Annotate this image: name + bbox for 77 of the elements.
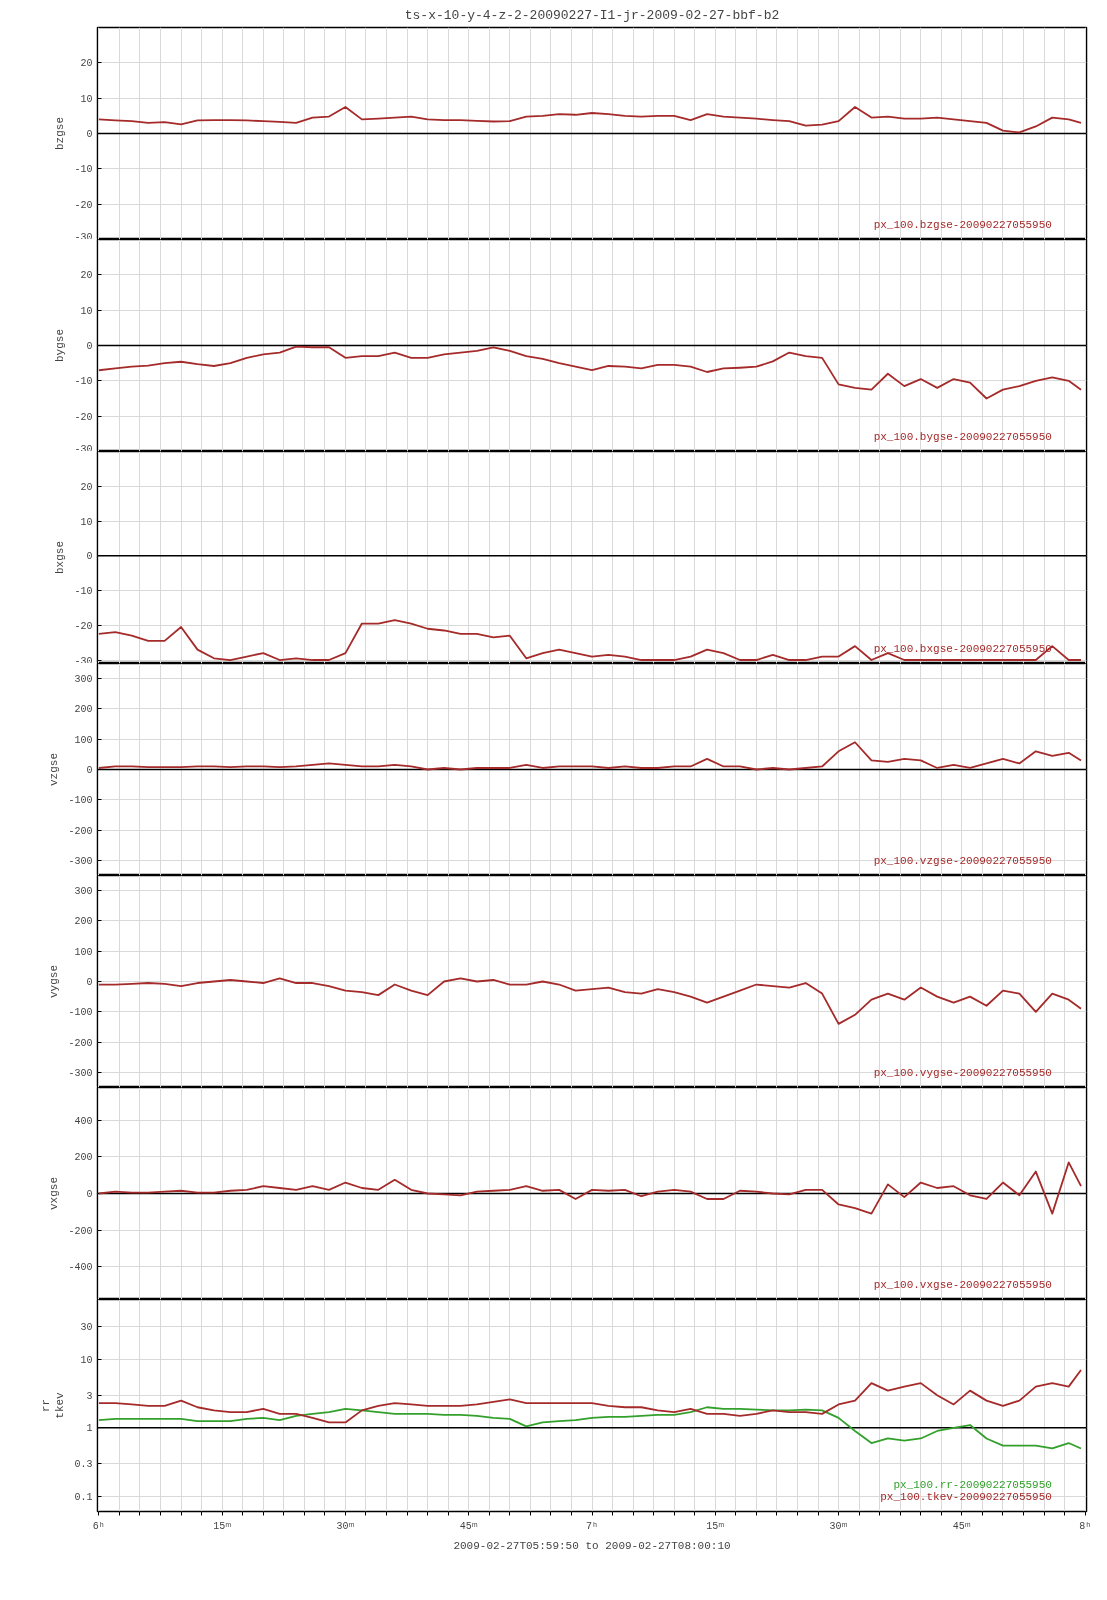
text: px_100.vxgse-20090227055950	[873, 1279, 1052, 1292]
x-tick-label: 6ʰ	[92, 1520, 105, 1532]
y-tick-label: 200	[74, 916, 93, 928]
y-tick-label: 300	[74, 674, 93, 686]
x-tick-label: 15ᵐ	[213, 1520, 232, 1532]
y-tick-label: 0	[86, 977, 93, 988]
line-series	[97, 977, 1082, 1025]
y-tick-label: 20	[80, 58, 93, 70]
y-tick-label: 0.1	[74, 1491, 93, 1503]
y-tick-label: 200	[74, 704, 93, 716]
text: px_100.vzgse-20090227055950	[873, 855, 1052, 868]
text: px_100.rr-20090227055950	[893, 1479, 1052, 1492]
y-tick-label: 30	[80, 1322, 93, 1334]
text: px_100.vygse-20090227055950	[873, 1067, 1052, 1080]
y-tick-label: 10	[80, 93, 93, 105]
line-series	[97, 741, 1082, 771]
x-tick-label: 45ᵐ	[952, 1520, 971, 1532]
y-axis-title: bygse	[54, 328, 67, 362]
y-tick-label: -100	[68, 795, 93, 807]
y-tick-label: 10	[80, 516, 93, 528]
y-tick-label: -20	[74, 620, 93, 632]
line-series	[97, 345, 1082, 400]
y-tick-label: -10	[74, 376, 93, 388]
y-tick-label: -30	[74, 443, 93, 455]
x-tick-label: 8ʰ	[1079, 1520, 1092, 1532]
y-tick-label: 1	[86, 1423, 93, 1435]
y-axis-title: rr tkev	[40, 1391, 67, 1419]
y-tick-label: 300	[74, 886, 93, 898]
y-tick-label: -10	[74, 586, 93, 598]
text: px_100.tkev-20090227055950	[880, 1491, 1052, 1504]
y-tick-label: 0.3	[74, 1459, 93, 1471]
y-tick-label: 20	[80, 270, 93, 282]
y-tick-label: 0	[86, 129, 93, 140]
x-tick-label: 45ᵐ	[459, 1520, 478, 1532]
y-tick-label: -300	[68, 855, 93, 867]
y-axis-title: vygse	[48, 964, 61, 998]
x-tick-label: 15ᵐ	[706, 1520, 725, 1532]
line-series	[97, 106, 1082, 134]
y-tick-label: 0	[86, 551, 93, 563]
y-axis-title: bxgse	[54, 540, 67, 574]
chart-title: ts-x-10-y-4-z-2-20090227-I1-jr-2009-02-27-bbf-b2	[404, 7, 780, 23]
y-tick-label: 100	[74, 946, 93, 958]
y-tick-label: -10	[74, 164, 93, 176]
y-axis-title: vzgse	[48, 752, 61, 786]
x-axis-title: 2009-02-27T05:59:50 to 2009-02-27T08:00:10	[453, 1539, 731, 1552]
line-series	[97, 619, 1082, 661]
x-tick-label: 30ᵐ	[829, 1520, 848, 1532]
y-tick-label: -200	[68, 1225, 93, 1237]
line-series	[97, 1369, 1082, 1424]
y-tick-label: 0	[86, 765, 93, 776]
y-tick-label: -200	[68, 1037, 93, 1049]
y-tick-label: 100	[74, 734, 93, 746]
y-tick-label: -30	[74, 655, 93, 667]
y-tick-label: -100	[68, 1007, 93, 1019]
text: px_100.bzgse-20090227055950	[873, 219, 1052, 232]
y-tick-label: 10	[80, 1354, 93, 1366]
series-label: px_100.bxgse-20090227055950	[873, 643, 1052, 656]
y-tick-label: -400	[68, 1262, 93, 1274]
y-tick-label: -20	[74, 411, 93, 423]
y-tick-label: -20	[74, 199, 93, 211]
y-tick-label: 10	[80, 305, 93, 317]
y-tick-label: -30	[74, 231, 93, 243]
line-series	[97, 1161, 1082, 1215]
x-tick-label: 30ᵐ	[336, 1520, 355, 1532]
y-tick-label: 3	[86, 1390, 93, 1402]
y-axis-title: bzgse	[54, 116, 67, 150]
x-tick-label: 7ʰ	[586, 1520, 599, 1532]
y-tick-label: 400	[74, 1115, 93, 1127]
y-tick-label: 200	[74, 1152, 93, 1164]
y-tick-label: -200	[68, 825, 93, 837]
line-series	[97, 1406, 1082, 1450]
y-axis-title: vxgse	[48, 1176, 61, 1210]
y-tick-label: -300	[68, 1067, 93, 1079]
text: px_100.bygse-20090227055950	[873, 431, 1052, 444]
y-tick-label: 0	[86, 341, 93, 352]
y-tick-label: 0	[86, 1189, 93, 1200]
y-tick-label: 20	[80, 481, 93, 493]
